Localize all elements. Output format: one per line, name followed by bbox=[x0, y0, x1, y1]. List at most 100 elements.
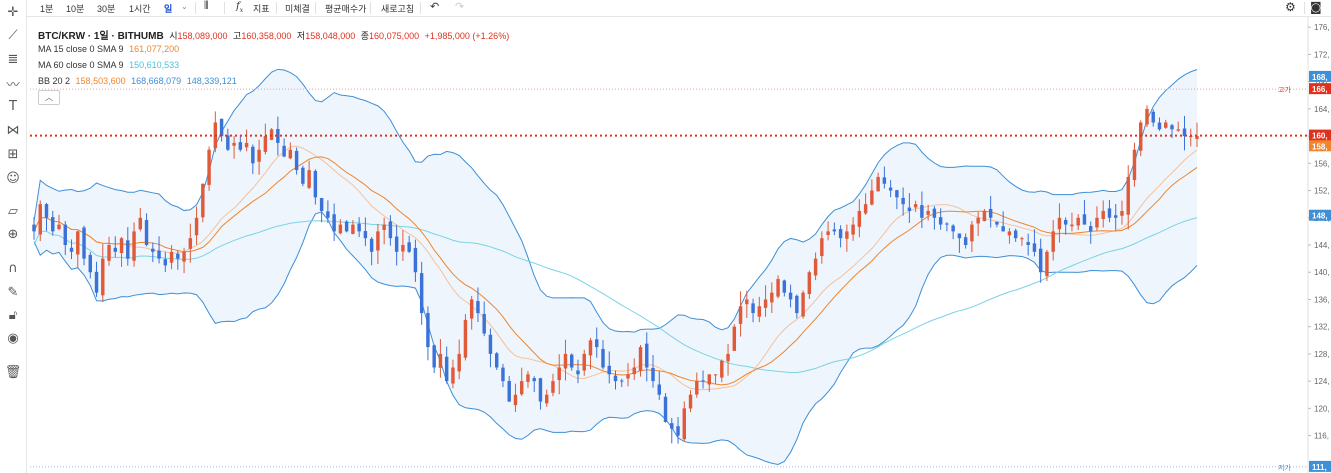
interval-1d[interactable]: 일 bbox=[164, 4, 173, 14]
candle-body bbox=[188, 238, 193, 249]
candle-body bbox=[101, 258, 105, 296]
ma60-value: 150,610,533 bbox=[129, 60, 180, 70]
redo-icon[interactable]: ↷ bbox=[455, 1, 465, 13]
price-axis-label: 176, bbox=[1314, 23, 1330, 32]
candle-body bbox=[276, 128, 280, 143]
candle-body bbox=[732, 326, 737, 351]
candle-body bbox=[207, 149, 211, 185]
legend-ma60: MA 60 close 0 SMA 9 150,610,533 bbox=[38, 60, 182, 70]
camera-icon[interactable]: ◙ bbox=[1310, 0, 1322, 14]
candle-body bbox=[369, 238, 374, 252]
interval-1h[interactable]: 1시간 bbox=[129, 4, 151, 14]
lock-drawing-icon[interactable]: ✎ bbox=[7, 284, 19, 300]
candle-body bbox=[713, 374, 718, 376]
unfilled-orders-button[interactable]: 미체결 bbox=[285, 4, 310, 14]
candle-body bbox=[113, 247, 118, 252]
candle-body bbox=[938, 217, 943, 225]
candle-body bbox=[501, 367, 505, 382]
candle-body bbox=[401, 245, 405, 252]
brush-icon[interactable]: 〰 bbox=[6, 77, 20, 93]
low-value: 158,048,000 bbox=[305, 31, 356, 41]
candle-body bbox=[1107, 208, 1112, 218]
bollinger-band-fill bbox=[34, 69, 1197, 465]
magnet-icon[interactable]: ∩ bbox=[8, 260, 18, 276]
interval-dropdown-icon[interactable]: ⌄ bbox=[181, 2, 188, 11]
candle-body bbox=[957, 233, 962, 239]
indicators-icon[interactable]: fx bbox=[236, 1, 244, 14]
candle-body bbox=[1101, 210, 1105, 220]
fib-icon[interactable]: ⊞ bbox=[7, 146, 19, 162]
candle-body bbox=[620, 380, 624, 382]
candle-body bbox=[1126, 176, 1130, 215]
chart-toolbar: 1분 10분 30분 1시간 일 ⌄ ⫴ fx 지표 미체결 평균매수가 새로고… bbox=[0, 0, 1331, 17]
text-icon[interactable]: T bbox=[9, 98, 17, 114]
horizontal-lines-icon[interactable]: ≣ bbox=[7, 51, 19, 67]
price-axis-label: 168, bbox=[1314, 78, 1330, 87]
crosshair-icon[interactable]: ✛ bbox=[7, 4, 19, 20]
price-tag-label: 166, bbox=[1312, 85, 1328, 94]
interval-1m[interactable]: 1분 bbox=[40, 4, 54, 14]
candle-body bbox=[463, 319, 468, 358]
bollinger-lower-line bbox=[33, 211, 1198, 465]
zoom-in-icon[interactable]: ⊕ bbox=[7, 226, 19, 242]
candle-body bbox=[301, 167, 305, 184]
candle-body bbox=[232, 142, 236, 146]
candle-body bbox=[69, 247, 74, 252]
candle-body bbox=[901, 197, 905, 205]
settings-icon[interactable]: ⚙ bbox=[1285, 0, 1296, 14]
price-tag-label: 160, bbox=[1312, 132, 1328, 141]
candle-body bbox=[1139, 122, 1143, 151]
candle-body bbox=[269, 129, 274, 140]
trash-icon[interactable]: 🗑︎ bbox=[4, 364, 22, 380]
candle-body bbox=[1195, 136, 1199, 139]
candle-body bbox=[670, 423, 674, 429]
candle-body bbox=[413, 247, 418, 273]
bollinger-upper-line bbox=[33, 68, 1198, 333]
candle-body bbox=[126, 240, 130, 259]
change-value: +1,985,000 (+1.26%) bbox=[424, 31, 510, 41]
candle-body bbox=[382, 224, 386, 230]
price-tag-box bbox=[1309, 209, 1331, 221]
emoji-icon[interactable]: ☺ bbox=[6, 170, 20, 186]
candle-body bbox=[626, 374, 630, 379]
ruler-icon[interactable]: ▱ bbox=[8, 203, 18, 219]
candle-body bbox=[282, 145, 286, 157]
candle-body bbox=[88, 254, 92, 273]
candle-type-icon[interactable]: ⫴ bbox=[204, 0, 209, 12]
avg-price-button[interactable]: 평균매수가 bbox=[325, 4, 367, 14]
collapse-legend-button[interactable]: ︿ bbox=[38, 90, 60, 105]
candle-body bbox=[907, 207, 912, 211]
interval-10m[interactable]: 10분 bbox=[66, 4, 85, 14]
trendline-icon[interactable]: ⟋ bbox=[8, 27, 18, 43]
refresh-button[interactable]: 새로고침 bbox=[381, 4, 415, 14]
lock-icon[interactable]: 🔓︎ bbox=[8, 307, 18, 323]
candle-body bbox=[707, 374, 712, 385]
price-axis-label: 144, bbox=[1314, 241, 1330, 250]
price-axis-label: 152, bbox=[1314, 187, 1330, 196]
candle-body bbox=[701, 380, 705, 382]
open-label: 시 bbox=[169, 31, 178, 41]
candle-body bbox=[1132, 149, 1137, 181]
candle-body bbox=[720, 360, 724, 378]
candle-body bbox=[1001, 226, 1005, 232]
candle-body bbox=[870, 190, 874, 205]
candle-body bbox=[638, 347, 643, 371]
interval-30m[interactable]: 30분 bbox=[97, 4, 116, 14]
candle-body bbox=[1170, 125, 1174, 130]
high-marker-label: 고가 bbox=[1278, 85, 1291, 94]
candle-body bbox=[995, 221, 999, 225]
toolbar-divider bbox=[315, 2, 316, 14]
candle-body bbox=[563, 353, 568, 369]
candle-body bbox=[695, 381, 699, 395]
candle-body bbox=[751, 303, 755, 314]
eye-icon[interactable]: ◉ bbox=[7, 330, 19, 346]
candle-body bbox=[1076, 217, 1080, 226]
undo-icon[interactable]: ↶ bbox=[430, 1, 440, 13]
indicators-button[interactable]: 지표 bbox=[253, 4, 270, 14]
candle-body bbox=[226, 135, 230, 150]
pattern-icon[interactable]: ⋈ bbox=[6, 122, 20, 138]
candle-body bbox=[457, 353, 461, 372]
price-tag-box bbox=[1309, 70, 1331, 82]
price-axis-label: 140, bbox=[1314, 268, 1330, 277]
